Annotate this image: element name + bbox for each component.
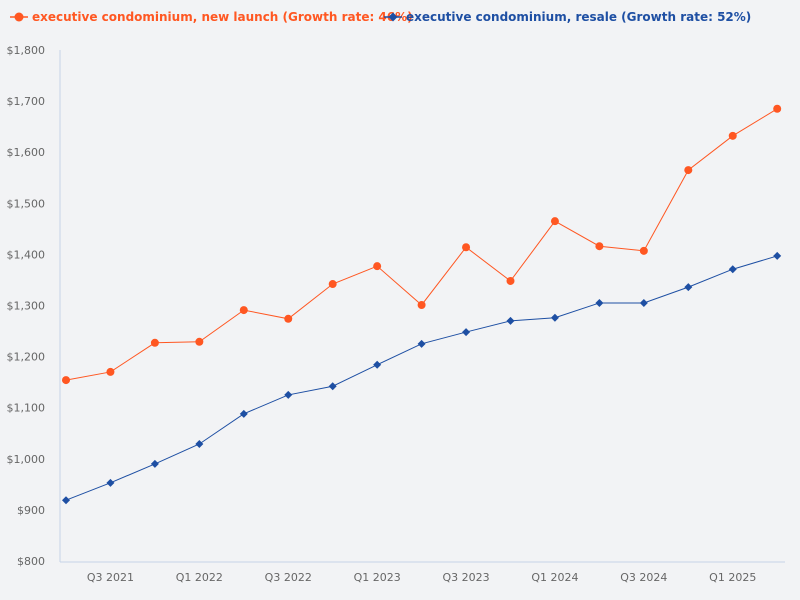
data-point[interactable]	[773, 104, 782, 113]
y-tick-label: $1,700	[7, 95, 46, 108]
data-point[interactable]	[106, 478, 115, 487]
data-point[interactable]	[328, 280, 337, 289]
y-tick-label: $1,200	[7, 351, 46, 364]
data-point[interactable]	[595, 242, 604, 251]
x-tick-label: Q1 2023	[354, 571, 401, 584]
data-point[interactable]	[462, 243, 471, 252]
data-point[interactable]	[728, 265, 737, 274]
data-point[interactable]	[195, 337, 204, 346]
data-point[interactable]	[639, 246, 648, 255]
legend-label: executive condominium, new launch (Growt…	[32, 10, 413, 24]
data-point[interactable]	[773, 251, 782, 260]
data-point[interactable]	[684, 283, 693, 292]
data-point[interactable]	[639, 298, 648, 307]
x-tick-label: Q3 2023	[442, 571, 489, 584]
series-0	[62, 104, 782, 385]
x-tick-label: Q3 2022	[265, 571, 312, 584]
data-point[interactable]	[506, 276, 515, 285]
y-tick-label: $1,500	[7, 197, 46, 210]
data-point[interactable]	[284, 314, 293, 323]
data-point[interactable]	[417, 300, 426, 309]
data-point[interactable]	[239, 409, 248, 418]
data-point[interactable]	[373, 262, 382, 271]
series-1	[62, 251, 782, 505]
legend-item-resale[interactable]: executive condominium, resale (Growth ra…	[384, 10, 751, 24]
data-point[interactable]	[62, 376, 70, 385]
data-point[interactable]	[106, 367, 115, 376]
legend-item-new-launch[interactable]: executive condominium, new launch (Growt…	[10, 10, 413, 24]
x-tick-label: Q3 2021	[87, 571, 134, 584]
series-line	[65, 108, 778, 381]
diamond-marker-icon	[388, 12, 398, 22]
data-point[interactable]	[506, 316, 515, 325]
data-point[interactable]	[550, 313, 559, 322]
data-point[interactable]	[728, 131, 737, 140]
data-point[interactable]	[462, 328, 471, 337]
data-point[interactable]	[417, 339, 426, 348]
data-point[interactable]	[284, 390, 293, 399]
data-point[interactable]	[239, 306, 248, 315]
data-point[interactable]	[150, 459, 159, 468]
data-point[interactable]	[328, 382, 337, 391]
data-point[interactable]	[684, 166, 693, 175]
x-tick-label: Q1 2022	[176, 571, 223, 584]
x-tick-label: Q3 2024	[620, 571, 667, 584]
y-tick-label: $1,000	[7, 453, 46, 466]
data-point[interactable]	[62, 496, 70, 505]
legend: executive condominium, new launch (Growt…	[10, 10, 751, 24]
legend-label: executive condominium, resale (Growth ra…	[406, 10, 751, 24]
series-line	[65, 255, 778, 501]
y-tick-label: $1,100	[7, 402, 46, 415]
data-point[interactable]	[595, 298, 604, 307]
y-tick-label: $900	[17, 504, 45, 517]
y-tick-label: $1,300	[7, 300, 46, 313]
data-point[interactable]	[195, 439, 204, 448]
x-tick-label: Q1 2025	[709, 571, 756, 584]
y-tick-label: $1,800	[7, 44, 46, 57]
data-point[interactable]	[150, 338, 159, 347]
x-tick-label: Q1 2024	[531, 571, 578, 584]
circle-marker-icon	[14, 12, 24, 22]
data-point[interactable]	[550, 217, 559, 226]
y-tick-label: $800	[17, 555, 45, 568]
data-point[interactable]	[373, 360, 382, 369]
y-tick-label: $1,600	[7, 146, 46, 159]
y-tick-label: $1,400	[7, 248, 46, 261]
